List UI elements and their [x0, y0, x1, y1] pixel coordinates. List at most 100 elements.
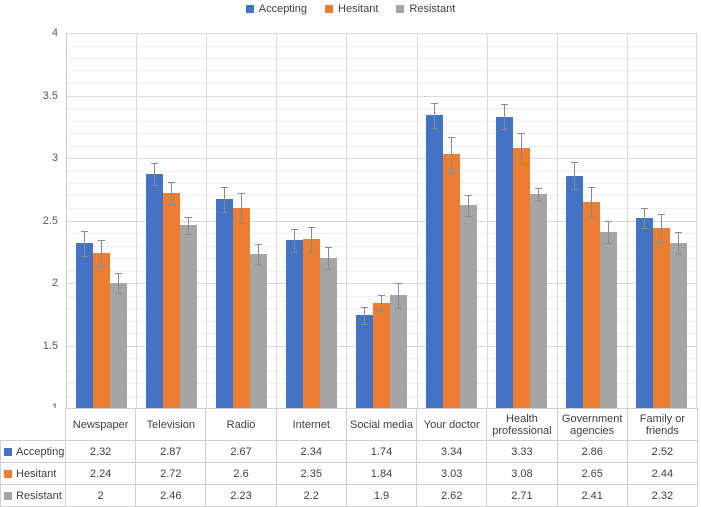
- legend-item-label: Resistant: [409, 2, 456, 15]
- table-value-accepting-television: 2.87: [136, 441, 207, 463]
- y-axis-tick-label: 4: [51, 27, 58, 39]
- gridline-major: [66, 283, 697, 284]
- table-value-accepting-newspaper: 2.32: [66, 441, 137, 463]
- bar-accepting-family-or-friends: [636, 218, 653, 408]
- table-value-hesitant-family-or-friends: 2.44: [627, 463, 698, 485]
- table-row-label-accepting: Accepting: [0, 441, 66, 463]
- error-bar-resistant-social-media: [398, 283, 399, 308]
- bar-resistant-radio: [250, 254, 267, 408]
- table-header-newspaper: Newspaper: [66, 408, 137, 441]
- error-bar-cap: [431, 128, 438, 129]
- table-value-accepting-health-professional: 3.33: [487, 441, 558, 463]
- error-bar-cap: [378, 310, 385, 311]
- y-axis-tick-label: 3.5: [42, 89, 58, 102]
- legend-key-icon: [4, 447, 12, 456]
- table-value-accepting-radio: 2.67: [206, 441, 277, 463]
- error-bar-cap: [185, 217, 192, 218]
- table-value-hesitant-radio: 2.6: [206, 463, 277, 485]
- error-bar-cap: [115, 273, 122, 274]
- bar-accepting-radio: [216, 199, 233, 408]
- error-bar-cap: [465, 195, 472, 196]
- error-bar-cap: [641, 208, 648, 209]
- error-bar-resistant-internet: [328, 247, 329, 269]
- error-bar-hesitant-government-agencies: [591, 187, 592, 217]
- bar-resistant-social-media: [390, 295, 407, 408]
- gridline-minor: [66, 46, 697, 47]
- error-bar-cap: [605, 243, 612, 244]
- table-header-internet: Internet: [276, 408, 347, 441]
- category-separator: [136, 33, 137, 408]
- bar-resistant-newspaper: [110, 283, 127, 408]
- gridline-minor: [66, 271, 697, 272]
- gridline-minor: [66, 183, 697, 184]
- gridline-major: [66, 96, 697, 97]
- error-bar-accepting-internet: [294, 229, 295, 252]
- gridline-minor: [66, 195, 697, 196]
- gridline-minor: [66, 108, 697, 109]
- error-bar-cap: [605, 221, 612, 222]
- error-bar-hesitant-internet: [311, 227, 312, 252]
- bar-hesitant-internet: [303, 239, 320, 408]
- error-bar-accepting-radio: [224, 187, 225, 212]
- error-bar-resistant-health-professional: [538, 188, 539, 200]
- y-axis-tick-label: 1.5: [42, 339, 58, 352]
- error-bar-hesitant-radio: [241, 193, 242, 223]
- category-separator: [696, 33, 697, 408]
- table-value-accepting-social-media: 1.74: [346, 441, 418, 463]
- error-bar-hesitant-your-doctor: [451, 137, 452, 172]
- error-bar-resistant-your-doctor: [468, 195, 469, 216]
- error-bar-resistant-family-or-friends: [678, 232, 679, 254]
- error-bar-cap: [325, 247, 332, 248]
- table-value-resistant-internet: 2.2: [276, 485, 347, 507]
- error-bar-cap: [221, 212, 228, 213]
- plot-area: [66, 33, 697, 408]
- error-bar-resistant-government-agencies: [608, 221, 609, 243]
- table-value-resistant-social-media: 1.9: [346, 485, 418, 507]
- error-bar-accepting-newspaper: [84, 231, 85, 256]
- legend-item-accepting: Accepting: [245, 3, 307, 15]
- error-bar-cap: [291, 229, 298, 230]
- gridline-minor: [66, 208, 697, 209]
- error-bar-cap: [448, 137, 455, 138]
- table-value-hesitant-your-doctor: 3.03: [417, 463, 488, 485]
- table-header-your-doctor: Your doctor: [417, 408, 488, 441]
- gridline-minor: [66, 121, 697, 122]
- table-row-label-resistant: Resistant: [0, 485, 66, 507]
- table-value-hesitant-newspaper: 2.24: [66, 463, 137, 485]
- error-bar-cap: [308, 252, 315, 253]
- bar-resistant-family-or-friends: [670, 243, 687, 408]
- table-row-label-text: Hesitant: [16, 467, 57, 480]
- table-value-resistant-newspaper: 2: [66, 485, 137, 507]
- legend-key-icon: [396, 4, 405, 13]
- error-bar-cap: [658, 214, 665, 215]
- bar-hesitant-family-or-friends: [653, 228, 670, 408]
- y-axis-tick-label: 2.5: [42, 214, 58, 227]
- table-value-accepting-internet: 2.34: [276, 441, 347, 463]
- table-value-resistant-government-agencies: 2.41: [557, 485, 628, 507]
- bar-accepting-your-doctor: [426, 115, 443, 408]
- error-bar-cap: [291, 252, 298, 253]
- error-bar-hesitant-newspaper: [101, 240, 102, 266]
- table-corner-cell: [0, 408, 66, 441]
- table-value-resistant-health-professional: 2.71: [487, 485, 558, 507]
- error-bar-accepting-television: [154, 163, 155, 185]
- error-bar-cap: [361, 307, 368, 308]
- error-bar-resistant-newspaper: [118, 273, 119, 293]
- category-separator: [276, 33, 277, 408]
- table-row-label-text: Accepting: [16, 445, 65, 458]
- error-bar-accepting-health-professional: [504, 104, 505, 129]
- table-value-hesitant-internet: 2.35: [276, 463, 347, 485]
- error-bar-cap: [98, 266, 105, 267]
- error-bar-accepting-social-media: [364, 307, 365, 324]
- table-header-radio: Radio: [206, 408, 277, 441]
- error-bar-cap: [238, 193, 245, 194]
- error-bar-cap: [255, 244, 262, 245]
- legend-key-icon: [245, 4, 254, 13]
- error-bar-cap: [641, 228, 648, 229]
- gridline-minor: [66, 171, 697, 172]
- error-bar-resistant-radio: [258, 244, 259, 264]
- table-value-accepting-government-agencies: 2.86: [557, 441, 628, 463]
- bar-resistant-government-agencies: [600, 232, 617, 408]
- gridline-minor: [66, 146, 697, 147]
- error-bar-cap: [255, 264, 262, 265]
